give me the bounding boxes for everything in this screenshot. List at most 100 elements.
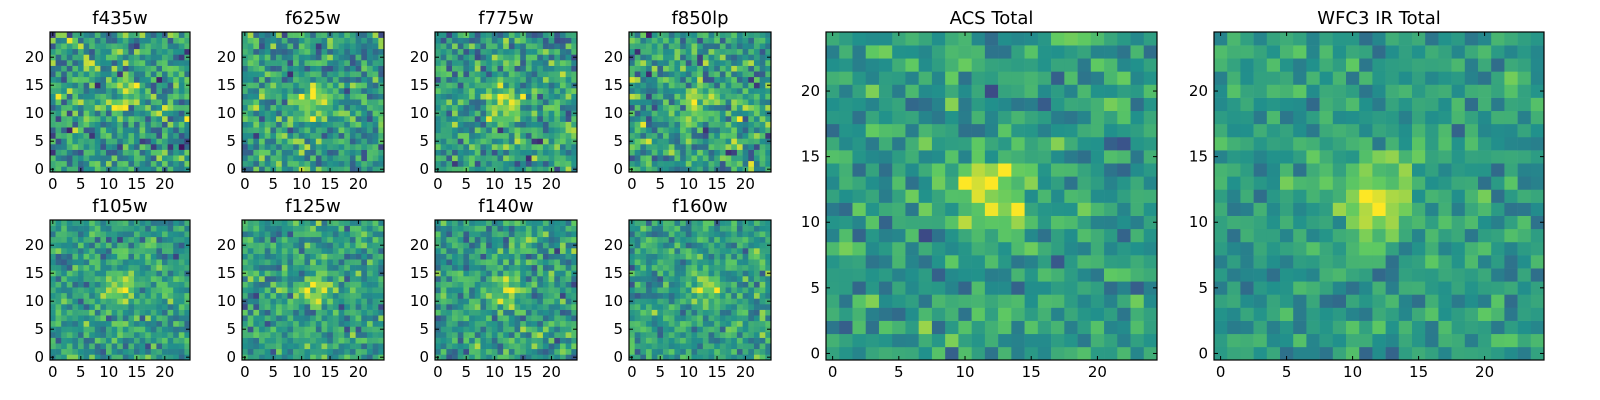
heatmap-cell — [714, 298, 721, 305]
heatmap-cell — [106, 264, 112, 271]
heatmap-cell — [156, 65, 163, 72]
heatmap-cell — [61, 88, 68, 94]
heatmap-cell — [736, 99, 743, 106]
heatmap-cell — [463, 281, 470, 288]
heatmap-cell — [753, 337, 760, 344]
heatmap-cell — [264, 54, 271, 61]
heatmap-cell — [725, 281, 732, 288]
heatmap-cell — [117, 144, 124, 150]
heatmap-cell — [139, 248, 146, 254]
heatmap-cell — [440, 76, 447, 83]
heatmap-cell — [680, 281, 687, 288]
heatmap-cell — [497, 292, 504, 299]
heatmap-cell — [150, 60, 157, 66]
heatmap-cell — [332, 48, 339, 55]
heatmap-cell — [117, 287, 124, 294]
heatmap-cell — [548, 292, 555, 299]
heatmap-cell — [156, 104, 163, 111]
heatmap-cell — [61, 326, 68, 333]
heatmap-cell — [344, 149, 351, 156]
heatmap-cell — [435, 320, 441, 327]
heatmap-cell — [344, 65, 351, 72]
heatmap-cell — [83, 32, 90, 38]
heatmap-cell — [259, 88, 266, 94]
heatmap-cell — [719, 354, 726, 361]
heatmap-cell — [469, 37, 476, 44]
heatmap-cell — [440, 236, 447, 243]
heatmap-cell — [435, 253, 441, 260]
heatmap-cell — [480, 332, 487, 338]
heatmap-cell — [298, 315, 305, 322]
heatmap-cell — [463, 337, 470, 344]
heatmap-cell — [663, 155, 670, 162]
heatmap-cell — [640, 315, 647, 322]
heatmap-cell — [89, 144, 96, 150]
heatmap-cell — [298, 320, 305, 327]
heatmap-cell — [293, 315, 300, 322]
heatmap-cell — [293, 160, 300, 167]
heatmap-cell — [247, 138, 254, 145]
heatmap-cell — [338, 166, 345, 173]
heatmap-cell — [759, 320, 766, 327]
heatmap-cell — [514, 60, 521, 66]
heatmap-cell — [571, 149, 578, 156]
heatmap-cell — [571, 65, 578, 72]
heatmap-cell — [674, 304, 681, 310]
heatmap-cell — [355, 343, 362, 350]
heatmap-cell — [736, 276, 743, 282]
heatmap-cell — [559, 43, 566, 50]
heatmap-cell — [480, 304, 487, 310]
heatmap-cell — [178, 320, 185, 327]
heatmap-cell — [361, 76, 368, 83]
heatmap-cell — [474, 337, 481, 344]
heatmap-cell — [293, 60, 300, 66]
heatmap-cell — [565, 343, 572, 350]
heatmap-cell — [469, 88, 476, 94]
heatmap-cell — [117, 82, 124, 89]
heatmap-cell — [537, 231, 544, 238]
heatmap-cell — [167, 315, 174, 322]
heatmap-cell — [765, 121, 772, 128]
heatmap-cell — [134, 144, 140, 150]
heatmap-cell — [332, 149, 339, 156]
heatmap-cell — [702, 71, 709, 78]
heatmap-cell — [276, 270, 283, 277]
heatmap-cell — [372, 155, 379, 162]
heatmap-cell — [150, 88, 157, 94]
heatmap-cell — [646, 309, 653, 316]
heatmap-cell — [759, 110, 766, 117]
heatmap-cell — [344, 264, 351, 271]
heatmap-cell — [344, 242, 351, 249]
heatmap-cell — [525, 121, 532, 128]
heatmap-cell — [281, 116, 288, 122]
heatmap-cell — [327, 276, 334, 282]
heatmap-cell — [753, 127, 760, 134]
heatmap-cell — [463, 287, 470, 294]
heatmap-cell — [497, 337, 504, 344]
heatmap-cell — [503, 149, 510, 156]
heatmap-cell — [525, 332, 532, 338]
heatmap-cell — [55, 348, 62, 355]
heatmap-cell — [253, 320, 260, 327]
heatmap-cell — [646, 65, 653, 72]
heatmap-cell — [150, 236, 157, 243]
heatmap-cell — [537, 166, 544, 173]
heatmap-cell — [287, 354, 294, 361]
heatmap-cell — [514, 253, 521, 260]
heatmap-cell — [276, 43, 283, 50]
heatmap-cell — [691, 138, 698, 145]
heatmap-cell — [134, 248, 140, 254]
heatmap-cell — [173, 326, 180, 333]
heatmap-cell — [753, 116, 760, 122]
x-tick-label: 20 — [542, 363, 561, 381]
heatmap-cell — [366, 320, 373, 327]
heatmap-cell — [680, 320, 687, 327]
heatmap-cell — [663, 315, 670, 322]
heatmap-cell — [474, 82, 481, 89]
heatmap-cell — [72, 264, 79, 271]
heatmap-cell — [344, 93, 351, 100]
heatmap-cell — [634, 348, 641, 355]
heatmap-cell — [253, 93, 260, 100]
heatmap-cell — [378, 220, 385, 226]
heatmap-cell — [327, 149, 334, 156]
